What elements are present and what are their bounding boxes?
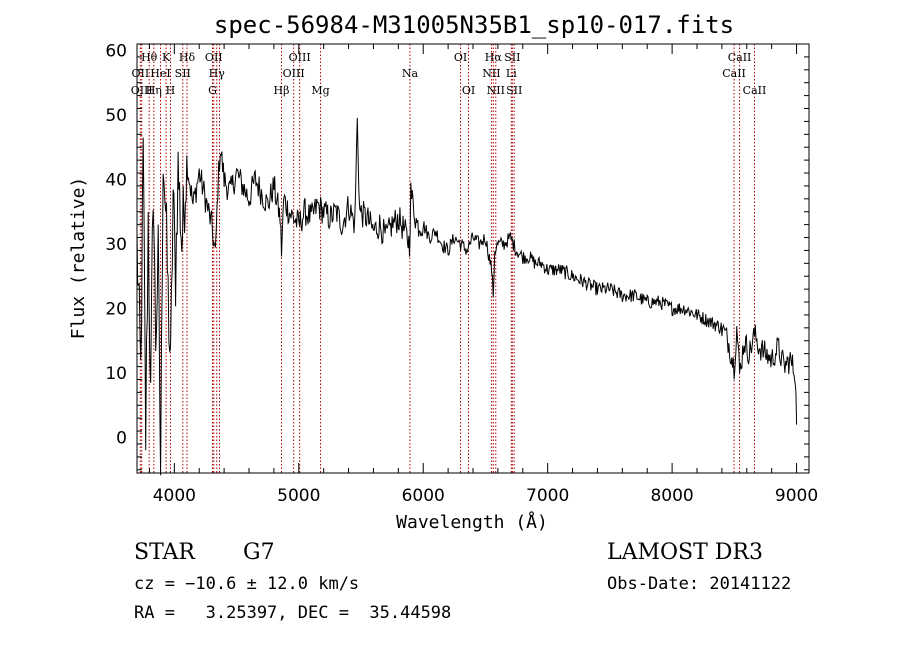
y-tick-label: 40 [105, 170, 127, 190]
object-class: STAR [134, 540, 195, 565]
obs-date: Obs-Date: 20141122 [607, 574, 792, 594]
line-label-nii-6548: NII [482, 67, 500, 80]
line-label-h-gamma: Hγ [209, 67, 226, 80]
line-label-caii-8542: CaII [728, 51, 752, 64]
line-label-caii-8498: CaII [722, 67, 746, 80]
y-tick-label: 0 [116, 429, 127, 449]
line-label-oiii: OIII [131, 84, 153, 97]
line-label-caii-8662: CaII [743, 84, 767, 97]
line-label-h-beta: Hβ [274, 84, 290, 97]
line-label-oi-6300: OI [454, 51, 467, 64]
y-tick-label: 20 [105, 299, 127, 319]
chart-title: spec-56984-M31005N35B1_sp10-017.fits [214, 11, 734, 39]
x-tick-label: 9000 [775, 486, 818, 506]
line-label-oiii-4959: OIII [283, 67, 305, 80]
line-label-li: Li [506, 67, 517, 80]
line-label-g: G [208, 84, 217, 97]
object-subclass: G7 [243, 540, 275, 565]
plot-frame [136, 43, 810, 474]
line-label-sii-6716: SII [504, 51, 520, 64]
line-label-oii-4317: OII [205, 51, 223, 64]
x-tick-label: 8000 [650, 486, 693, 506]
line-label-sii-6731: SII [506, 84, 522, 97]
line-label-na: Na [402, 67, 419, 80]
line-label-h-alpha: Hα [485, 51, 503, 64]
x-tick-label: 4000 [153, 486, 196, 506]
x-axis-label: Wavelength (Å) [396, 511, 548, 533]
line-label-oiii-5007: OIII [289, 51, 311, 64]
line-label-h-delta: Hδ [179, 51, 196, 64]
survey-name: LAMOST DR3 [607, 540, 763, 565]
y-tick-label: 10 [105, 364, 127, 384]
y-tick-label: 50 [105, 106, 127, 126]
line-label-hei: HeI [150, 67, 170, 80]
line-label-oi-6364: OI [462, 84, 475, 97]
y-tick-label: 30 [105, 235, 127, 255]
coordinates-readout: RA = 3.25397, DEC = 35.44598 [134, 603, 452, 623]
line-label-oii: OII [132, 67, 150, 80]
line-label-nii-6583: NII [487, 84, 505, 97]
line-label-mg: Mg [311, 84, 329, 97]
line-label-h: H [166, 84, 176, 97]
line-label-h-theta: Hθ [141, 51, 158, 64]
line-label-h-eta: Hη [146, 84, 162, 97]
line-label-k: K [162, 51, 171, 64]
line-label-sii-4068: SII [175, 67, 191, 80]
series-spectrum [136, 117, 798, 476]
x-tick-label: 7000 [526, 486, 569, 506]
x-tick-label: 5000 [277, 486, 320, 506]
y-axis-label: Flux (relative) [68, 177, 89, 340]
y-tick-label: 60 [105, 41, 127, 61]
redshift-readout: cz = −10.6 ± 12.0 km/s [134, 574, 360, 594]
x-tick-label: 6000 [402, 486, 445, 506]
